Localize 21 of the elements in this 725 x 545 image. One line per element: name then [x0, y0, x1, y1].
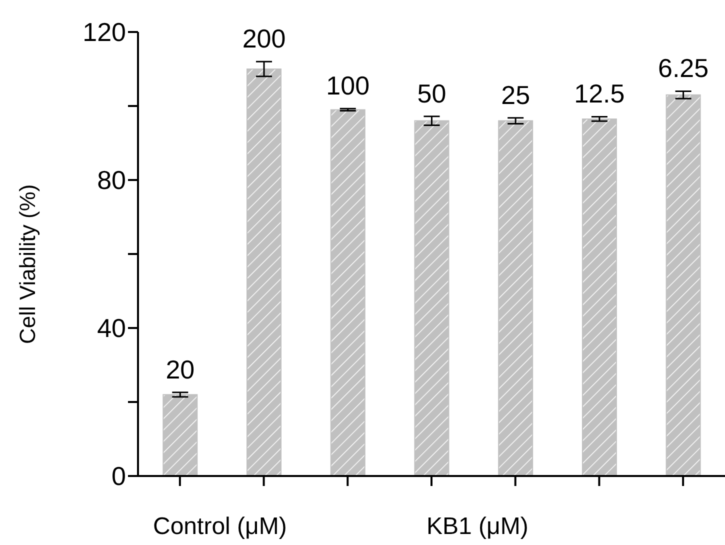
x-tick-label: 12.5	[574, 78, 625, 109]
x-tick-label: 100	[326, 70, 370, 101]
bar	[582, 118, 617, 476]
bar	[498, 120, 534, 476]
y-tick-label: 80	[97, 165, 126, 196]
bar	[246, 68, 282, 476]
bar	[666, 94, 701, 476]
y-tick-label: 0	[112, 461, 126, 492]
y-tick-label: 40	[97, 313, 126, 344]
x-tick-label: 50	[417, 78, 446, 108]
y-tick-label: 120	[82, 17, 126, 48]
bar	[330, 109, 366, 476]
bar	[414, 120, 450, 476]
text: Control (μM)	[153, 513, 287, 540]
x-tick-label: 200	[242, 24, 286, 54]
x-tick-label: 25	[501, 80, 530, 110]
x-tick-label: 20	[166, 354, 195, 384]
y-axis-title: Cell Viability (%)	[14, 184, 40, 344]
text: KB1 (μM)	[426, 513, 528, 540]
x-tick-label: 6.25	[658, 53, 709, 84]
bar	[162, 394, 198, 476]
